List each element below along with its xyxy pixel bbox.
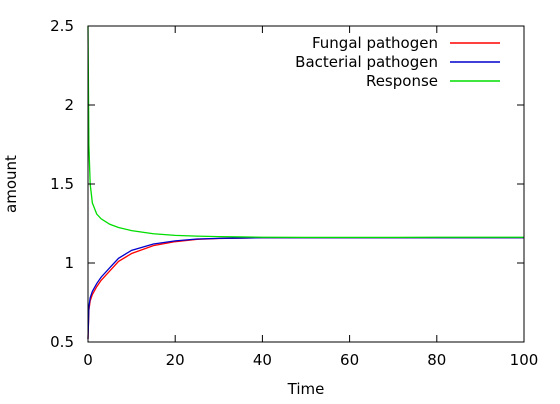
x-tick-label: 0 — [83, 351, 93, 369]
y-tick-label: 1.5 — [50, 175, 74, 193]
legend-label: Fungal pathogen — [312, 34, 438, 52]
x-tick-label: 20 — [166, 351, 185, 369]
y-tick-label: 1 — [64, 254, 74, 272]
y-tick-label: 0.5 — [50, 333, 74, 351]
legend-label: Bacterial pathogen — [295, 53, 438, 71]
x-tick-label: 80 — [427, 351, 446, 369]
plot-lines — [88, 26, 524, 339]
plot-frame — [88, 26, 524, 342]
y-tick-label: 2 — [64, 96, 74, 114]
legend-label: Response — [366, 72, 438, 90]
x-axis-label: Time — [287, 380, 325, 398]
x-tick-label: 60 — [340, 351, 359, 369]
x-tick-label: 40 — [253, 351, 272, 369]
y-axis-label: amount — [2, 155, 20, 213]
x-tick-label: 100 — [510, 351, 539, 369]
series-line-bacterial-pathogen — [88, 238, 524, 339]
series-line-fungal-pathogen — [88, 238, 524, 339]
y-tick-label: 2.5 — [50, 17, 74, 35]
